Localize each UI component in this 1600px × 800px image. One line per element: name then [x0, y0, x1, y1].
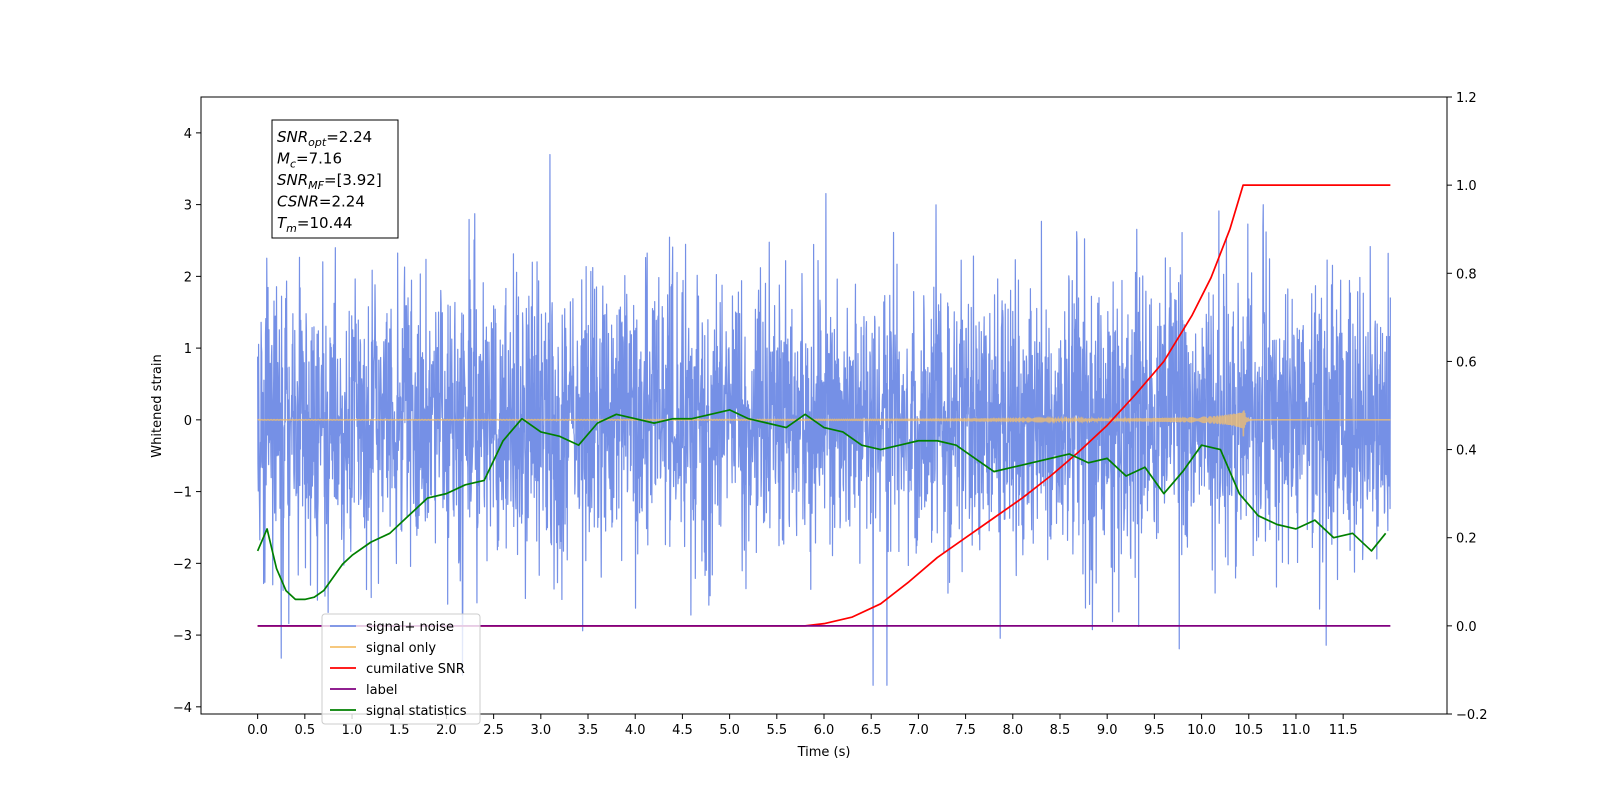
y-tick-label: 1	[184, 342, 192, 357]
y-tick-label: −3	[173, 629, 192, 644]
plot-series	[256, 153, 1391, 686]
series-cumilative-snr	[257, 184, 1391, 627]
y2-tick-label: 1.2	[1456, 91, 1477, 106]
legend-label-signal-statistics: signal statistics	[366, 704, 467, 719]
info-line: Tm=10.44	[277, 214, 352, 235]
x-tick-label: 7.0	[908, 723, 929, 738]
y2-tick-label: 0.0	[1456, 620, 1477, 635]
series-signal-noise	[257, 153, 1391, 686]
series-signal-only	[257, 410, 1391, 437]
y2-tick-label: −0.2	[1456, 708, 1488, 723]
y2-tick-label: 0.2	[1456, 532, 1477, 547]
y-tick-label: −1	[173, 486, 192, 501]
legend-label-cumilative-snr: cumilative SNR	[366, 662, 465, 677]
x-tick-label: 11.5	[1329, 723, 1358, 738]
series-signal-statistics	[256, 409, 1387, 601]
info-line: CSNR=2.24	[277, 193, 365, 211]
y-axis-left: 4 3 2 1 0 −1 −2 −3 −4	[173, 127, 201, 716]
legend-frame	[321, 613, 481, 725]
x-tick-label: 1.0	[342, 723, 363, 738]
y2-tick-label: 0.8	[1456, 267, 1477, 282]
x-tick-label: 2.5	[483, 723, 504, 738]
x-tick-label: 4.0	[625, 723, 646, 738]
x-tick-label: 10.0	[1187, 723, 1216, 738]
info-line: SNRopt=2.24	[277, 128, 372, 149]
x-tick-label: 3.0	[530, 723, 551, 738]
info-box-frame	[271, 119, 399, 239]
x-tick-label: 9.5	[1144, 723, 1165, 738]
y2-tick-label: 1.0	[1456, 179, 1477, 194]
x-tick-label: 5.5	[766, 723, 787, 738]
x-tick-label: 2.0	[436, 723, 457, 738]
y-tick-label: 2	[184, 270, 192, 285]
y-axis-title: Whitened strain	[150, 354, 165, 457]
info-line: Mc=7.16	[277, 150, 342, 171]
x-tick-label: 1.5	[389, 723, 410, 738]
x-tick-label: 8.5	[1050, 723, 1071, 738]
legend-label-label: label	[366, 683, 397, 698]
y-tick-label: 0	[184, 414, 192, 429]
legend: signal+ noise signal only cumilative SNR la…	[321, 613, 481, 725]
x-tick-label: 8.0	[1002, 723, 1023, 738]
y-tick-label: 4	[184, 127, 192, 142]
y-tick-label: −4	[173, 701, 192, 716]
x-tick-label: 6.0	[814, 723, 835, 738]
y-axis-right: 1.2 1.0 0.8 0.6 0.4 0.2 0.0 −0.2	[1447, 91, 1488, 723]
x-tick-label: 4.5	[672, 723, 693, 738]
x-tick-label: 9.0	[1097, 723, 1118, 738]
y2-tick-label: 0.4	[1456, 444, 1477, 459]
x-tick-label: 3.5	[578, 723, 599, 738]
x-tick-label: 0.0	[247, 723, 268, 738]
x-tick-label: 11.0	[1281, 723, 1310, 738]
info-line: SNRMF=[3.92]	[277, 171, 382, 192]
legend-label-signal-noise: signal+ noise	[366, 620, 454, 635]
x-tick-label: 10.5	[1234, 723, 1263, 738]
x-axis-title: Time (s)	[797, 745, 851, 760]
x-axis: 0.0 0.5 1.0 1.5 2.0 2.5 3.0 3.5 4.0 4.5 5.0 5.5 6.0 6…	[247, 714, 1358, 738]
legend-label-signal-only: signal only	[366, 641, 436, 656]
x-tick-label: 0.5	[294, 723, 315, 738]
y2-tick-label: 0.6	[1456, 355, 1477, 370]
y-tick-label: 3	[184, 199, 192, 214]
x-tick-label: 5.0	[719, 723, 740, 738]
x-tick-label: 7.5	[955, 723, 976, 738]
y-tick-label: −2	[173, 557, 192, 572]
x-tick-label: 6.5	[861, 723, 882, 738]
